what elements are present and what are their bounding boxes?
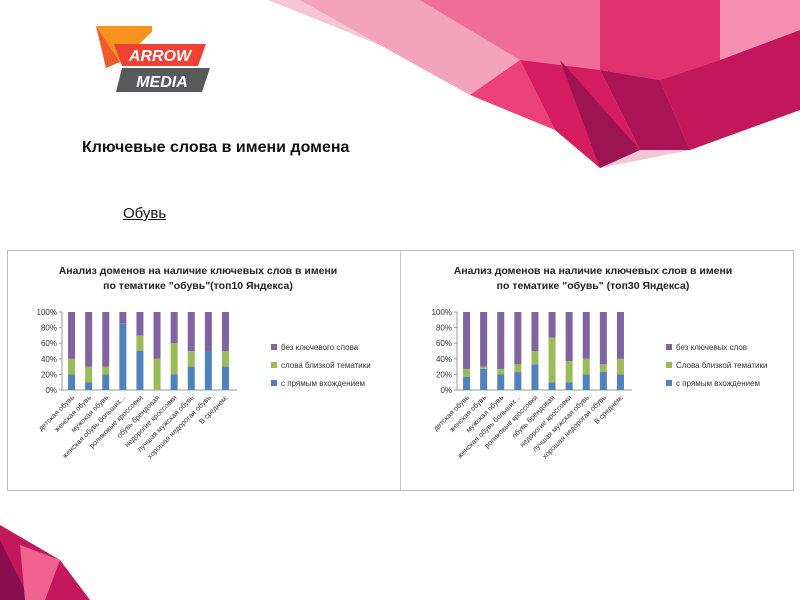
chart2-bar-segment — [463, 368, 471, 377]
chart1-y-tick-label: 80% — [41, 324, 57, 333]
chart1-bar-segment — [85, 366, 93, 383]
chart2-bar-segment — [599, 372, 607, 390]
chart1-bar-segment — [102, 312, 110, 367]
arrow-media-logo: ARROW MEDIA — [96, 26, 210, 92]
chart1-bar-segment — [153, 312, 161, 359]
chart2-legend-label: Слова близкой тематики — [676, 361, 767, 370]
chart1-bar-segment — [187, 351, 195, 367]
logo-line1: ARROW — [128, 48, 193, 65]
chart2-y-tick-label: 0% — [440, 386, 452, 395]
chart1-bar-segment — [153, 358, 161, 390]
chart1-bar-segment — [187, 366, 195, 390]
chart1-bar-segment — [85, 382, 93, 390]
logo-line2: MEDIA — [136, 74, 188, 91]
chart2-bar-segment — [514, 372, 522, 390]
chart1-legend-swatch — [271, 362, 277, 368]
chart1-legend-label: слова близкой тематики — [281, 361, 371, 370]
chart2-y-tick-label: 40% — [436, 355, 452, 364]
chart-top30: Анализ доменов на наличие ключевых слов … — [431, 265, 767, 461]
chart2-y-tick-label: 80% — [436, 324, 452, 333]
chart2-bar-segment — [480, 366, 488, 369]
chart2-bar-segment — [616, 312, 624, 359]
chart1-bar-segment — [119, 312, 127, 324]
chart2-bar-segment — [582, 312, 590, 359]
chart2-bar-segment — [599, 312, 607, 365]
chart2-bar-segment — [565, 382, 573, 390]
chart1-bar-segment — [136, 335, 144, 351]
chart2-bar-segment — [480, 368, 488, 390]
chart2-bar-segment — [565, 312, 573, 362]
chart1-bar-segment — [85, 312, 93, 367]
chart2-y-tick-label: 100% — [432, 308, 452, 317]
chart2-bar-segment — [514, 312, 522, 365]
chart1-bar-segment — [68, 374, 76, 390]
chart1-bar-segment — [170, 343, 178, 375]
chart1-bar-segment — [170, 374, 178, 390]
chart2-bar-segment — [463, 312, 471, 369]
chart1-title-line-2: по тематике "обувь"(топ10 Яндекса) — [103, 280, 293, 292]
chart2-bar-segment — [531, 312, 539, 351]
chart2-bar-segment — [548, 312, 556, 338]
chart2-bar-segment — [497, 374, 505, 390]
chart2-bar-segment — [616, 358, 624, 375]
chart2-bar-segment — [514, 364, 522, 373]
chart2-bar-segment — [582, 358, 590, 375]
chart2-y-tick-label: 60% — [436, 339, 452, 348]
chart2-bar-segment — [463, 376, 471, 390]
chart1-y-tick-label: 100% — [37, 308, 57, 317]
chart1-bar-segment — [119, 323, 127, 390]
chart2-legend-label: без ключевых слов — [676, 343, 747, 352]
chart2-bar-segment — [565, 361, 573, 383]
chart2-bar-segment — [480, 312, 488, 367]
chart2-legend-label: с прямым вхождением — [676, 379, 760, 388]
chart1-bar-segment — [204, 351, 212, 390]
chart1-legend-swatch — [271, 344, 277, 350]
chart1-bar-segment — [136, 312, 144, 336]
chart2-bar-segment — [497, 312, 505, 369]
chart2-bar-segment — [548, 382, 556, 390]
chart1-bar-segment — [102, 366, 110, 375]
chart2-bar-segment — [531, 351, 539, 365]
chart2-bar-segment — [548, 337, 556, 383]
chart1-bar-segment — [221, 366, 229, 390]
chart-top10: Анализ доменов на наличие ключевых слов … — [36, 265, 371, 461]
chart2-y-tick-label: 20% — [436, 370, 452, 379]
chart1-bar-segment — [221, 351, 229, 367]
chart1-bar-segment — [187, 312, 195, 351]
chart2-title-line-1: Анализ доменов на наличие ключевых слов … — [454, 265, 733, 277]
page-title: Ключевые слова в имени домена — [82, 139, 350, 156]
page-subtitle: Обувь — [123, 205, 167, 222]
chart2-legend-swatch — [666, 344, 672, 350]
chart1-y-tick-label: 40% — [41, 355, 57, 364]
chart1-bar-segment — [221, 312, 229, 351]
chart1-bar-segment — [204, 312, 212, 351]
charts-divider — [400, 250, 401, 491]
chart1-legend-label: без ключевого слова — [281, 343, 359, 352]
chart2-legend-swatch — [666, 380, 672, 386]
chart1-legend-swatch — [271, 380, 277, 386]
chart2-legend-swatch — [666, 362, 672, 368]
chart2-title-line-2: по тематике "обувь" (топ30 Яндекса) — [497, 280, 690, 292]
chart1-y-tick-label: 20% — [41, 370, 57, 379]
chart2-bar-segment — [616, 374, 624, 390]
chart1-title-line-1: Анализ доменов на наличие ключевых слов … — [59, 265, 338, 277]
chart1-y-tick-label: 0% — [45, 386, 57, 395]
chart1-bar-segment — [68, 358, 76, 375]
chart1-legend-label: с прямым вхождением — [281, 379, 365, 388]
chart1-y-tick-label: 60% — [41, 339, 57, 348]
chart1-bar-segment — [136, 351, 144, 390]
chart1-bar-segment — [102, 374, 110, 390]
chart1-bar-segment — [170, 312, 178, 344]
chart2-bar-segment — [582, 374, 590, 390]
chart2-bar-segment — [599, 364, 607, 373]
chart1-bar-segment — [68, 312, 76, 359]
chart2-bar-segment — [531, 364, 539, 390]
chart2-bar-segment — [497, 368, 505, 375]
